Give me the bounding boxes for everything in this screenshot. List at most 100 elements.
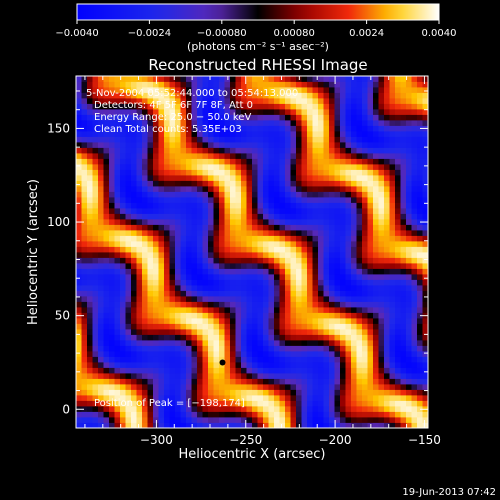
heatmap-cell — [378, 252, 385, 258]
heatmap-cell — [367, 235, 374, 242]
heatmap-cell — [395, 340, 401, 346]
heatmap-cell — [274, 180, 280, 187]
heatmap-cell — [219, 235, 225, 242]
heatmap-cell — [208, 285, 214, 291]
heatmap-cell — [417, 389, 423, 396]
heatmap-cell — [263, 274, 269, 280]
heatmap-cell — [417, 323, 423, 330]
heatmap-cell — [373, 395, 379, 401]
heatmap-cell — [351, 318, 357, 324]
heatmap-cell — [158, 180, 165, 187]
heatmap-cell — [230, 307, 236, 313]
heatmap-cell — [164, 334, 170, 341]
heatmap-cell — [422, 76, 428, 82]
heatmap-cell — [235, 191, 242, 198]
heatmap-cell — [202, 180, 209, 187]
heatmap-cell — [81, 103, 88, 110]
heatmap-cell — [136, 109, 143, 115]
heatmap-cell — [285, 136, 291, 143]
heatmap-cell — [109, 389, 115, 396]
heatmap-cell — [378, 136, 385, 143]
heatmap-cell — [81, 186, 88, 192]
heatmap-cell — [296, 169, 302, 176]
heatmap-cell — [312, 125, 319, 132]
heatmap-cell — [120, 224, 126, 231]
heatmap-cell — [411, 362, 418, 368]
heatmap-cell — [290, 131, 297, 137]
heatmap-cell — [318, 76, 324, 82]
heatmap-cell — [290, 87, 297, 93]
heatmap-cell — [257, 373, 264, 379]
heatmap-cell — [120, 219, 126, 225]
heatmap-cell — [219, 98, 225, 104]
heatmap-cell — [81, 109, 88, 115]
heatmap-cell — [389, 384, 396, 390]
heatmap-cell — [87, 180, 93, 187]
heatmap-cell — [202, 356, 209, 363]
heatmap-cell — [213, 125, 220, 132]
heatmap-cell — [120, 153, 126, 159]
heatmap-cell — [98, 406, 104, 412]
heatmap-cell — [87, 411, 93, 418]
heatmap-cell — [191, 169, 198, 176]
heatmap-cell — [158, 417, 165, 423]
heatmap-cell — [373, 169, 379, 176]
heatmap-cell — [340, 142, 346, 148]
heatmap-cell — [351, 307, 357, 313]
heatmap-cell — [290, 202, 297, 209]
heatmap-cell — [158, 153, 165, 159]
heatmap-cell — [279, 186, 286, 192]
heatmap-cell — [219, 175, 225, 181]
heatmap-cell — [340, 274, 346, 280]
heatmap-cell — [246, 340, 253, 346]
heatmap-cell — [318, 290, 324, 297]
heatmap-cell — [87, 131, 93, 137]
heatmap-cell — [202, 114, 209, 121]
heatmap-cell — [279, 208, 286, 214]
heatmap-cell — [373, 202, 379, 209]
heatmap-cell — [307, 329, 313, 335]
heatmap-cell — [389, 131, 396, 137]
heatmap-cell — [411, 158, 418, 165]
heatmap-cell — [114, 109, 121, 115]
heatmap-cell — [136, 290, 143, 297]
heatmap-cell — [191, 279, 198, 286]
heatmap-cell — [384, 197, 390, 203]
heatmap-cell — [197, 417, 203, 423]
heatmap-cell — [208, 175, 214, 181]
heatmap-cell — [92, 125, 99, 132]
heatmap-cell — [345, 345, 352, 352]
heatmap-cell — [98, 191, 104, 198]
heatmap-cell — [169, 400, 176, 407]
heatmap-cell — [384, 142, 390, 148]
heatmap-cell — [142, 219, 148, 225]
heatmap-cell — [158, 406, 165, 412]
heatmap-cell — [329, 241, 335, 247]
heatmap-cell — [213, 131, 220, 137]
heatmap-cell — [312, 103, 319, 110]
heatmap-cell — [290, 208, 297, 214]
heatmap-cell — [307, 323, 313, 330]
heatmap-cell — [395, 186, 401, 192]
heatmap-cell — [411, 219, 418, 225]
heatmap-cell — [290, 125, 297, 132]
heatmap-cell — [384, 318, 390, 324]
heatmap-cell — [131, 378, 137, 385]
heatmap-cell — [103, 395, 110, 401]
heatmap-cell — [362, 290, 368, 297]
heatmap-cell — [296, 164, 302, 170]
heatmap-cell — [230, 224, 236, 231]
heatmap-cell — [125, 307, 132, 313]
heatmap-cell — [312, 158, 319, 165]
heatmap-cell — [158, 76, 165, 82]
heatmap-cell — [169, 197, 176, 203]
heatmap-cell — [406, 395, 412, 401]
heatmap-cell — [241, 252, 247, 258]
heatmap-cell — [406, 263, 412, 269]
heatmap-cell — [197, 197, 203, 203]
heatmap-cell — [219, 87, 225, 93]
heatmap-cell — [252, 246, 258, 253]
heatmap-cell — [147, 147, 154, 154]
heatmap-cell — [142, 406, 148, 412]
heatmap-cell — [186, 263, 192, 269]
